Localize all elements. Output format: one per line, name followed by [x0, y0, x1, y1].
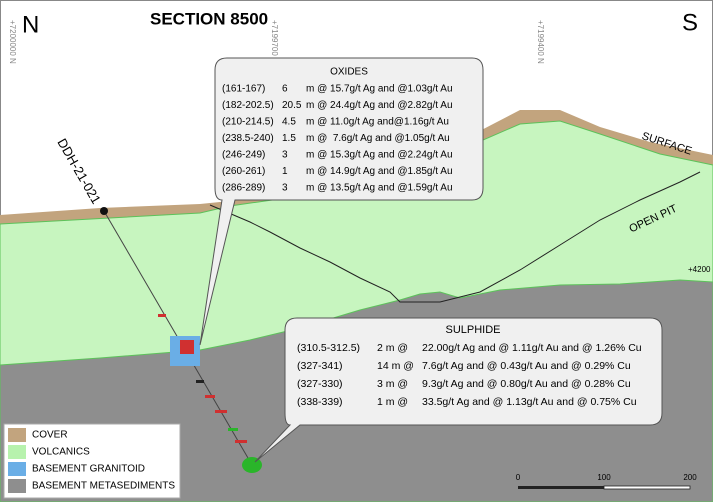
- row-text: 4.5: [282, 117, 296, 128]
- row-text: 22.00g/t Ag and @ 1.11g/t Au and @ 1.26%…: [422, 342, 642, 354]
- row-text: (210-214.5): [222, 117, 274, 128]
- open-pit: [209, 171, 701, 303]
- legend-label: BASEMENT METASEDIMENTS: [32, 481, 175, 492]
- row-text: 3: [282, 183, 288, 194]
- scale-label: 0: [516, 473, 521, 482]
- sulphide-rows: (310.5-312.5) 2 m @ 22.00g/t Ag and @ 1.11…: [297, 342, 642, 408]
- row-text: 1 m @: [377, 396, 408, 408]
- north: N: [22, 11, 39, 38]
- oxides-rows: (161-167) 6 m @ 15.7g/t Ag and @1.03g/t Au…: [222, 84, 453, 194]
- collar: [100, 207, 108, 215]
- legend: [3, 423, 181, 499]
- title: SECTION 8500: [150, 9, 268, 28]
- row-text: 20.5: [282, 100, 302, 111]
- south: S: [682, 9, 698, 36]
- legend-label: VOLCANICS: [32, 447, 90, 458]
- legend-label: BASEMENT GRANITOID: [32, 464, 145, 475]
- row-text: (238.5-240): [222, 133, 274, 144]
- row-text: 6: [282, 84, 288, 95]
- row-text: (327-341): [297, 360, 343, 372]
- row-text: (327-330): [297, 378, 343, 390]
- row-text: (286-289): [222, 183, 265, 194]
- oxides-title: OXIDES: [330, 67, 368, 78]
- row-text: 33.5g/t Ag and @ 1.13g/t Au and @ 0.75% …: [422, 396, 637, 408]
- row-text: (260-261): [222, 166, 265, 177]
- row-text: (310.5-312.5): [297, 342, 360, 354]
- row-text: m @ 13.5g/t Ag and @1.59g/t Au: [306, 183, 453, 194]
- row-text: (182-202.5): [222, 100, 274, 111]
- scale-label: 100: [597, 473, 611, 482]
- oxides-callout: [199, 57, 484, 346]
- row-text: 1.5: [282, 133, 296, 144]
- northing: +7199400 N: [536, 20, 545, 64]
- row-text: (338-339): [297, 396, 343, 408]
- row-text: 7.6g/t Ag and @ 0.43g/t Au and @ 0.29% C…: [422, 360, 631, 372]
- row-text: m @ 7.6g/t Ag and @1.05g/t Au: [306, 133, 450, 144]
- row-text: 14 m @: [377, 360, 414, 372]
- northing: +7200000 N: [8, 20, 17, 64]
- legend-swatch: [8, 479, 26, 493]
- row-text: m @ 15.3g/t Ag and @2.24g/t Au: [306, 150, 453, 161]
- legend-swatch: [8, 445, 26, 459]
- legend-label: COVER: [32, 430, 68, 441]
- northing: +7199700 N: [270, 20, 279, 64]
- row-text: 1: [282, 166, 288, 177]
- scale-bar: [518, 485, 691, 490]
- row-text: m @ 11.0g/t Ag and@1.16g/t Au: [306, 117, 449, 128]
- legend-swatch: [8, 428, 26, 442]
- row-text: 2 m @: [377, 342, 408, 354]
- sulphide-title: SULPHIDE: [445, 324, 500, 336]
- row-text: 9.3g/t Ag and @ 0.80g/t Au and @ 0.28% C…: [422, 378, 631, 390]
- row-text: m @ 14.9g/t Ag and @1.85g/t Au: [306, 166, 453, 177]
- row-text: 3: [282, 150, 288, 161]
- row-text: (161-167): [222, 84, 265, 95]
- row-text: m @ 15.7g/t Ag and @1.03g/t Au: [306, 84, 453, 95]
- sulphide-callout: [254, 317, 663, 463]
- elevation-label: +4200: [688, 265, 711, 274]
- row-text: 3 m @: [377, 378, 408, 390]
- row-text: m @ 24.4g/t Ag and @2.82g/t Au: [306, 100, 453, 111]
- assays: [158, 314, 262, 473]
- scale-label: 200: [683, 473, 697, 482]
- legend-swatch: [8, 462, 26, 476]
- row-text: (246-249): [222, 150, 265, 161]
